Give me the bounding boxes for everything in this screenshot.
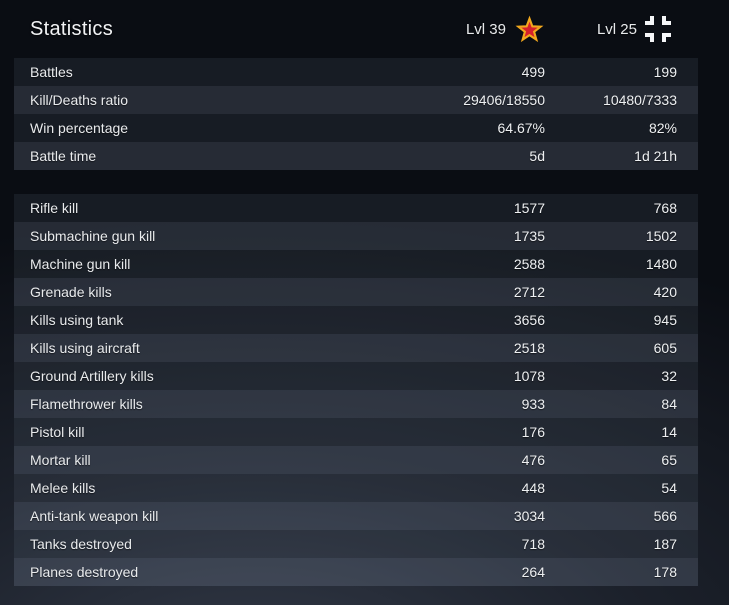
stat-label: Grenade kills bbox=[30, 284, 112, 300]
stat-label: Anti-tank weapon kill bbox=[30, 508, 159, 524]
stat-label: Win percentage bbox=[30, 120, 129, 136]
table-row: Kill/Deaths ratio 29406/18550 10480/7333 bbox=[14, 86, 698, 114]
stat-value-player1: 176 bbox=[521, 424, 545, 440]
table-row: Pistol kill 176 14 bbox=[14, 418, 698, 446]
stat-value-player1: 264 bbox=[521, 564, 545, 580]
stat-label: Kills using aircraft bbox=[30, 340, 140, 356]
stat-label: Flamethrower kills bbox=[30, 396, 143, 412]
table-row: Submachine gun kill 1735 1502 bbox=[14, 222, 698, 250]
stat-value-player2: 10480/7333 bbox=[603, 92, 677, 108]
stat-label: Battle time bbox=[30, 148, 97, 164]
page-title: Statistics bbox=[30, 17, 114, 40]
table-row: Grenade kills 2712 420 bbox=[14, 278, 698, 306]
stat-value-player1: 1078 bbox=[513, 368, 545, 384]
stat-value-player2: 32 bbox=[661, 368, 677, 384]
stat-value-player1: 1735 bbox=[513, 228, 545, 244]
stat-label: Rifle kill bbox=[30, 200, 79, 216]
table-row: Anti-tank weapon kill 3034 566 bbox=[14, 502, 698, 530]
stat-value-player2: 1502 bbox=[645, 228, 677, 244]
stat-value-player2: 187 bbox=[653, 536, 677, 552]
stat-value-player2: 84 bbox=[661, 396, 677, 412]
player1-level-header: Lvl 39 bbox=[335, 14, 545, 45]
player2-level-header: Lvl 25 bbox=[545, 16, 677, 42]
table-row: Planes destroyed 264 178 bbox=[14, 558, 698, 586]
stat-value-player1: 448 bbox=[521, 480, 545, 496]
stat-value-player1: 476 bbox=[521, 452, 545, 468]
table-row: Flamethrower kills 933 84 bbox=[14, 390, 698, 418]
stat-label: Pistol kill bbox=[30, 424, 85, 440]
stat-value-player2: 178 bbox=[653, 564, 677, 580]
stat-value-player1: 1577 bbox=[513, 200, 545, 216]
table-row: Battle time 5d 1d 21h bbox=[14, 142, 698, 170]
stat-value-player1: 3034 bbox=[513, 508, 545, 524]
stat-value-player1: 499 bbox=[521, 64, 545, 80]
stat-value-player2: 54 bbox=[661, 480, 677, 496]
stat-label: Planes destroyed bbox=[30, 564, 139, 580]
stat-value-player1: 718 bbox=[521, 536, 545, 552]
table-row: Mortar kill 476 65 bbox=[14, 446, 698, 474]
table-row: Melee kills 448 54 bbox=[14, 474, 698, 502]
stat-label: Ground Artillery kills bbox=[30, 368, 154, 384]
table-row: Rifle kill 1577 768 bbox=[14, 194, 698, 222]
stat-label: Machine gun kill bbox=[30, 256, 131, 272]
stat-value-player1: 5d bbox=[529, 148, 545, 164]
stat-value-player2: 65 bbox=[661, 452, 677, 468]
player1-level-label: Lvl 39 bbox=[465, 20, 506, 38]
stat-value-player1: 2588 bbox=[513, 256, 545, 272]
table-row: Tanks destroyed 718 187 bbox=[14, 530, 698, 558]
stat-label: Kill/Deaths ratio bbox=[30, 92, 129, 108]
stat-label: Battles bbox=[30, 64, 73, 80]
stat-value-player2: 199 bbox=[653, 64, 677, 80]
balkenkreuz-cross-icon bbox=[645, 16, 671, 42]
stat-value-player2: 14 bbox=[661, 424, 677, 440]
stat-value-player2: 768 bbox=[653, 200, 677, 216]
table-row: Ground Artillery kills 1078 32 bbox=[14, 362, 698, 390]
table-row: Kills using aircraft 2518 605 bbox=[14, 334, 698, 362]
stat-label: Submachine gun kill bbox=[30, 228, 156, 244]
stat-value-player1: 64.67% bbox=[497, 120, 545, 136]
summary-table: Battles 499 199 Kill/Deaths ratio 29406/… bbox=[14, 58, 698, 170]
stat-value-player2: 945 bbox=[653, 312, 677, 328]
table-row: Kills using tank 3656 945 bbox=[14, 306, 698, 334]
stat-value-player1: 933 bbox=[521, 396, 545, 412]
stat-value-player2: 566 bbox=[653, 508, 677, 524]
stat-label: Kills using tank bbox=[30, 312, 124, 328]
stat-value-player2: 1d 21h bbox=[634, 148, 677, 164]
stat-value-player1: 2712 bbox=[513, 284, 545, 300]
player2-level-label: Lvl 25 bbox=[596, 20, 637, 38]
stat-value-player2: 420 bbox=[653, 284, 677, 300]
stat-label: Mortar kill bbox=[30, 452, 91, 468]
detail-table: Rifle kill 1577 768 Submachine gun kill … bbox=[14, 194, 698, 586]
stat-value-player2: 605 bbox=[653, 340, 677, 356]
stat-label: Tanks destroyed bbox=[30, 536, 132, 552]
table-row: Battles 499 199 bbox=[14, 58, 698, 86]
statistics-header: Statistics Lvl 39 Lvl 25 bbox=[14, 0, 698, 58]
stat-value-player1: 29406/18550 bbox=[463, 92, 545, 108]
stat-value-player1: 3656 bbox=[513, 312, 545, 328]
stat-value-player1: 2518 bbox=[513, 340, 545, 356]
stat-value-player2: 1480 bbox=[645, 256, 677, 272]
soviet-star-icon bbox=[514, 14, 545, 45]
stat-label: Melee kills bbox=[30, 480, 96, 496]
table-row: Win percentage 64.67% 82% bbox=[14, 114, 698, 142]
table-row: Machine gun kill 2588 1480 bbox=[14, 250, 698, 278]
stat-value-player2: 82% bbox=[648, 120, 677, 136]
